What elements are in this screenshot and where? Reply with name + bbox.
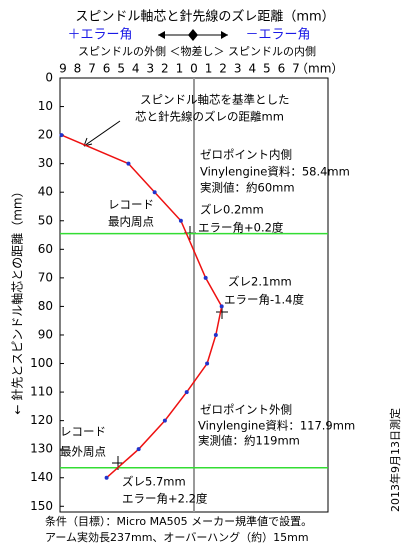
y-tick-label: 30 [38,156,53,170]
date-note: 2013年9月13日測定 [388,408,402,512]
data-point [219,304,224,309]
annotation: 最内周点 [108,215,154,229]
y-tick-label: 80 [38,299,53,313]
annotation: レコード [108,198,154,212]
annotation: ズレ0.2mm [200,203,264,217]
x-tick-label: 5 [263,62,271,76]
data-point [162,418,167,423]
x-tick-label: 2 [161,62,169,76]
y-tick-label: 100 [30,356,53,370]
x-tick-label: 7 [88,62,96,76]
data-line [61,134,223,479]
y-tick-label: 120 [30,413,53,427]
x-tick-label: 4 [132,62,140,76]
data-point [126,161,131,166]
x-unit: （mm） [296,62,343,76]
x-tick-label: 1 [176,62,184,76]
chart-title: スピンドル軸芯と針先線のズレ距離（mm） [75,9,334,25]
y-tick-label: 20 [38,128,53,142]
x-tick-label: 6 [278,62,286,76]
annotation: ゼロポイント内側 [200,148,292,162]
data-point [184,390,189,395]
direction-arrow [158,29,228,41]
annotation: 芯と針先線のズレの距離mm [135,110,284,124]
x-tick-label: 0 [190,62,198,76]
annotation: 最外周点 [60,445,106,459]
y-tick-label: 50 [38,213,53,227]
x-tick-label: 6 [103,62,111,76]
data-point [59,133,64,138]
plus-label: ＋エラー角 [67,28,132,43]
annotation: ズレ2.1mm [228,275,292,289]
y-axis-label: ← 針先とスピンドル軸芯との距離（mm） [10,185,25,414]
x-tick-label: 5 [117,62,125,76]
annotation: ゼロポイント外側 [200,403,292,417]
y-tick-label: 150 [30,499,53,513]
annotation: ズレ5.7mm [122,475,186,489]
data-point [152,190,157,195]
y-tick-label: 40 [38,185,53,199]
annotation: スピンドル軸芯を基準とした [140,93,290,107]
data-point [136,447,141,452]
data-point [213,332,218,337]
annotation: レコード [60,425,106,439]
x-tick-label: 2 [219,62,227,76]
footer: 条件（目標）：Micro MA505 メーカー規準値で設置。 [45,514,312,528]
annotation: エラー角+2.2度 [122,492,208,506]
y-tick-label: 140 [30,470,53,484]
x-tick-label: 4 [248,62,256,76]
y-tick-label: 110 [30,385,53,399]
x-tick-label: 9 [59,62,67,76]
x-tick-label: 3 [234,62,242,76]
annotation: Vinylengine資料：58.4mm [200,165,350,179]
x-tick-label: 8 [74,62,82,76]
data-point [104,475,109,480]
data-point [205,361,210,366]
x-tick-label: 7 [292,62,300,76]
annotation: エラー角+0.2度 [198,221,284,235]
annotation: Vinylengine資料：117.9mm [198,419,355,433]
x-tick-label: 1 [205,62,213,76]
y-tick-label: 10 [38,99,53,113]
y-tick-label: 90 [38,327,53,341]
x-tick-label: 3 [146,62,154,76]
minus-label: －エラー角 [245,28,310,43]
data-point [203,275,208,280]
x-axis-label: スピンドルの外側 ＜物差し＞ スピンドルの内側 [78,44,316,58]
y-tick-label: 130 [30,442,53,456]
annotation: 実測値：約119mm [198,434,300,448]
annotation: エラー角-1.4度 [224,293,304,307]
footer: アーム実効長237mm、オーバーハング（約）15mm [45,530,309,544]
data-point [178,218,183,223]
annotation: 実測値：約60mm [200,181,295,195]
y-tick-label: 70 [38,270,53,284]
y-tick-label: 0 [45,71,53,85]
y-tick-label: 60 [38,242,53,256]
